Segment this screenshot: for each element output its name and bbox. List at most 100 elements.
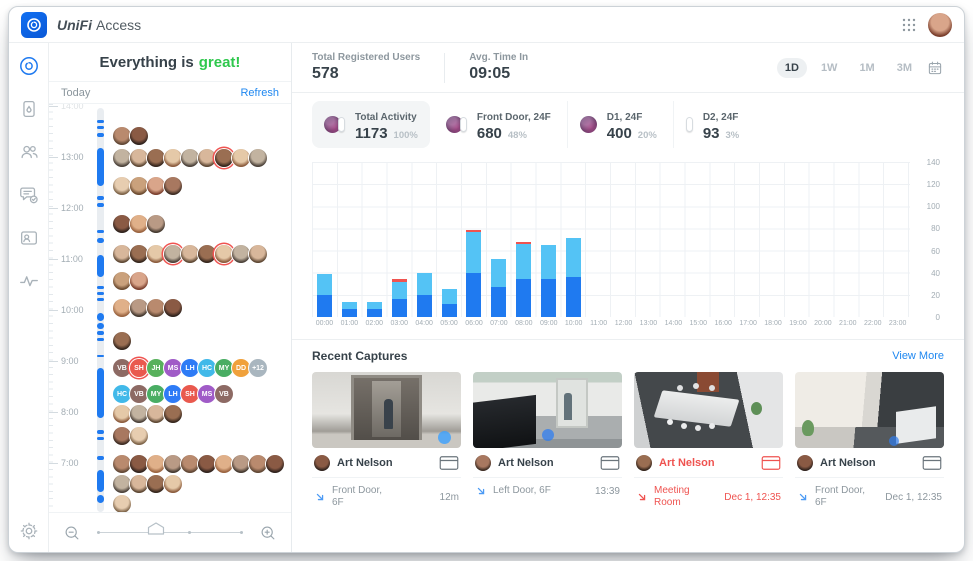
- user-avatar[interactable]: [130, 215, 148, 233]
- user-avatar[interactable]: [113, 332, 131, 350]
- zoom-slider-handle[interactable]: [147, 522, 165, 535]
- sidebar-item-activity[interactable]: [16, 268, 42, 294]
- user-avatar[interactable]: [249, 245, 267, 263]
- user-avatar[interactable]: [215, 455, 233, 473]
- range-pill-1w[interactable]: 1W: [820, 61, 838, 74]
- user-avatar[interactable]: [130, 272, 148, 290]
- sidebar-item-visitors[interactable]: [16, 225, 42, 251]
- user-avatar[interactable]: [147, 149, 165, 167]
- capture-thumbnail-office-hallway[interactable]: [795, 372, 944, 448]
- zoom-slider[interactable]: [97, 522, 243, 535]
- user-avatar[interactable]: [249, 455, 267, 473]
- user-initials-badge[interactable]: SH: [181, 385, 199, 403]
- user-avatar[interactable]: [113, 475, 131, 493]
- user-avatar[interactable]: [215, 245, 233, 263]
- user-avatar[interactable]: [181, 149, 199, 167]
- user-avatar[interactable]: [164, 475, 182, 493]
- user-initials-badge[interactable]: SH: [130, 359, 148, 377]
- user-avatar[interactable]: [181, 455, 199, 473]
- user-initials-badge[interactable]: MS: [164, 359, 182, 377]
- user-avatar[interactable]: [266, 455, 284, 473]
- calendar-icon[interactable]: [926, 59, 944, 77]
- activity-card-d2-24f[interactable]: D2, 24F 93 3%: [672, 101, 751, 148]
- user-avatar[interactable]: [198, 149, 216, 167]
- user-avatar[interactable]: [130, 475, 148, 493]
- user-avatar[interactable]: [113, 272, 131, 290]
- user-avatar[interactable]: [198, 455, 216, 473]
- user-avatar[interactable]: [113, 245, 131, 263]
- range-pill-1m[interactable]: 1M: [859, 61, 875, 74]
- range-pill-3m[interactable]: 3M: [896, 61, 912, 74]
- user-avatar[interactable]: [113, 455, 131, 473]
- user-initials-badge[interactable]: VB: [113, 359, 131, 377]
- user-avatar[interactable]: [928, 12, 952, 37]
- user-initials-badge[interactable]: HC: [198, 359, 216, 377]
- sidebar-item-dashboard[interactable]: [16, 53, 42, 79]
- user-avatar[interactable]: [130, 427, 148, 445]
- user-avatar[interactable]: [249, 149, 267, 167]
- capture-thumbnail-glass-entrance[interactable]: [312, 372, 461, 448]
- sidebar-item-users[interactable]: [16, 139, 42, 165]
- user-avatar[interactable]: [232, 149, 250, 167]
- user-avatar[interactable]: [147, 215, 165, 233]
- zoom-in-icon[interactable]: [259, 524, 277, 542]
- user-avatar[interactable]: [215, 149, 233, 167]
- activity-card-total-activity[interactable]: Total Activity 1173 100%: [312, 101, 430, 148]
- user-avatar[interactable]: [113, 299, 131, 317]
- activity-card-d1-24f[interactable]: D1, 24F 400 20%: [566, 101, 669, 148]
- user-avatar[interactable]: [130, 245, 148, 263]
- user-initials-badge[interactable]: VB: [215, 385, 233, 403]
- user-avatar[interactable]: [232, 245, 250, 263]
- user-avatar[interactable]: [147, 245, 165, 263]
- user-avatar[interactable]: [232, 455, 250, 473]
- user-initials-badge[interactable]: LH: [164, 385, 182, 403]
- sidebar-item-doors[interactable]: [16, 96, 42, 122]
- range-pill-1d[interactable]: 1D: [776, 57, 807, 78]
- user-avatar[interactable]: [147, 475, 165, 493]
- timeline-avatar-row: [113, 475, 182, 493]
- user-initials-badge[interactable]: MY: [147, 385, 165, 403]
- sidebar-item-logs[interactable]: [16, 182, 42, 208]
- user-avatar[interactable]: [198, 245, 216, 263]
- user-avatar[interactable]: [147, 405, 165, 423]
- refresh-link[interactable]: Refresh: [240, 86, 279, 99]
- user-avatar[interactable]: [113, 177, 131, 195]
- user-initials-badge[interactable]: DD: [232, 359, 250, 377]
- user-avatar[interactable]: [147, 299, 165, 317]
- user-avatar[interactable]: [164, 245, 182, 263]
- user-avatar[interactable]: [113, 405, 131, 423]
- user-avatar[interactable]: [147, 177, 165, 195]
- user-avatar[interactable]: [147, 455, 165, 473]
- capture-thumbnail-hallway-cabinet[interactable]: [473, 372, 622, 448]
- user-initials-badge[interactable]: MS: [198, 385, 216, 403]
- user-avatar[interactable]: [130, 177, 148, 195]
- user-avatar[interactable]: [164, 299, 182, 317]
- user-avatar[interactable]: [113, 215, 131, 233]
- user-initials-badge[interactable]: VB: [130, 385, 148, 403]
- activity-card-front-door-24f[interactable]: Front Door, 24F 680 48%: [434, 101, 563, 148]
- zoom-out-icon[interactable]: [63, 524, 81, 542]
- user-initials-badge[interactable]: HC: [113, 385, 131, 403]
- user-initials-badge[interactable]: +12: [249, 359, 267, 377]
- capture-thumbnail-meeting-room[interactable]: [634, 372, 783, 448]
- user-avatar[interactable]: [113, 427, 131, 445]
- user-avatar[interactable]: [164, 455, 182, 473]
- user-avatar[interactable]: [130, 149, 148, 167]
- user-avatar[interactable]: [130, 455, 148, 473]
- user-avatar[interactable]: [164, 177, 182, 195]
- sidebar-item-settings[interactable]: [16, 518, 42, 544]
- user-initials-badge[interactable]: JH: [147, 359, 165, 377]
- user-initials-badge[interactable]: MY: [215, 359, 233, 377]
- user-avatar[interactable]: [130, 299, 148, 317]
- user-initials-badge[interactable]: LH: [181, 359, 199, 377]
- user-avatar[interactable]: [113, 495, 131, 512]
- user-avatar[interactable]: [181, 245, 199, 263]
- user-avatar[interactable]: [130, 405, 148, 423]
- user-avatar[interactable]: [164, 149, 182, 167]
- view-more-link[interactable]: View More: [892, 350, 944, 362]
- user-avatar[interactable]: [113, 149, 131, 167]
- user-avatar[interactable]: [130, 127, 148, 145]
- user-avatar[interactable]: [113, 127, 131, 145]
- user-avatar[interactable]: [164, 405, 182, 423]
- apps-grid-icon[interactable]: [902, 18, 916, 32]
